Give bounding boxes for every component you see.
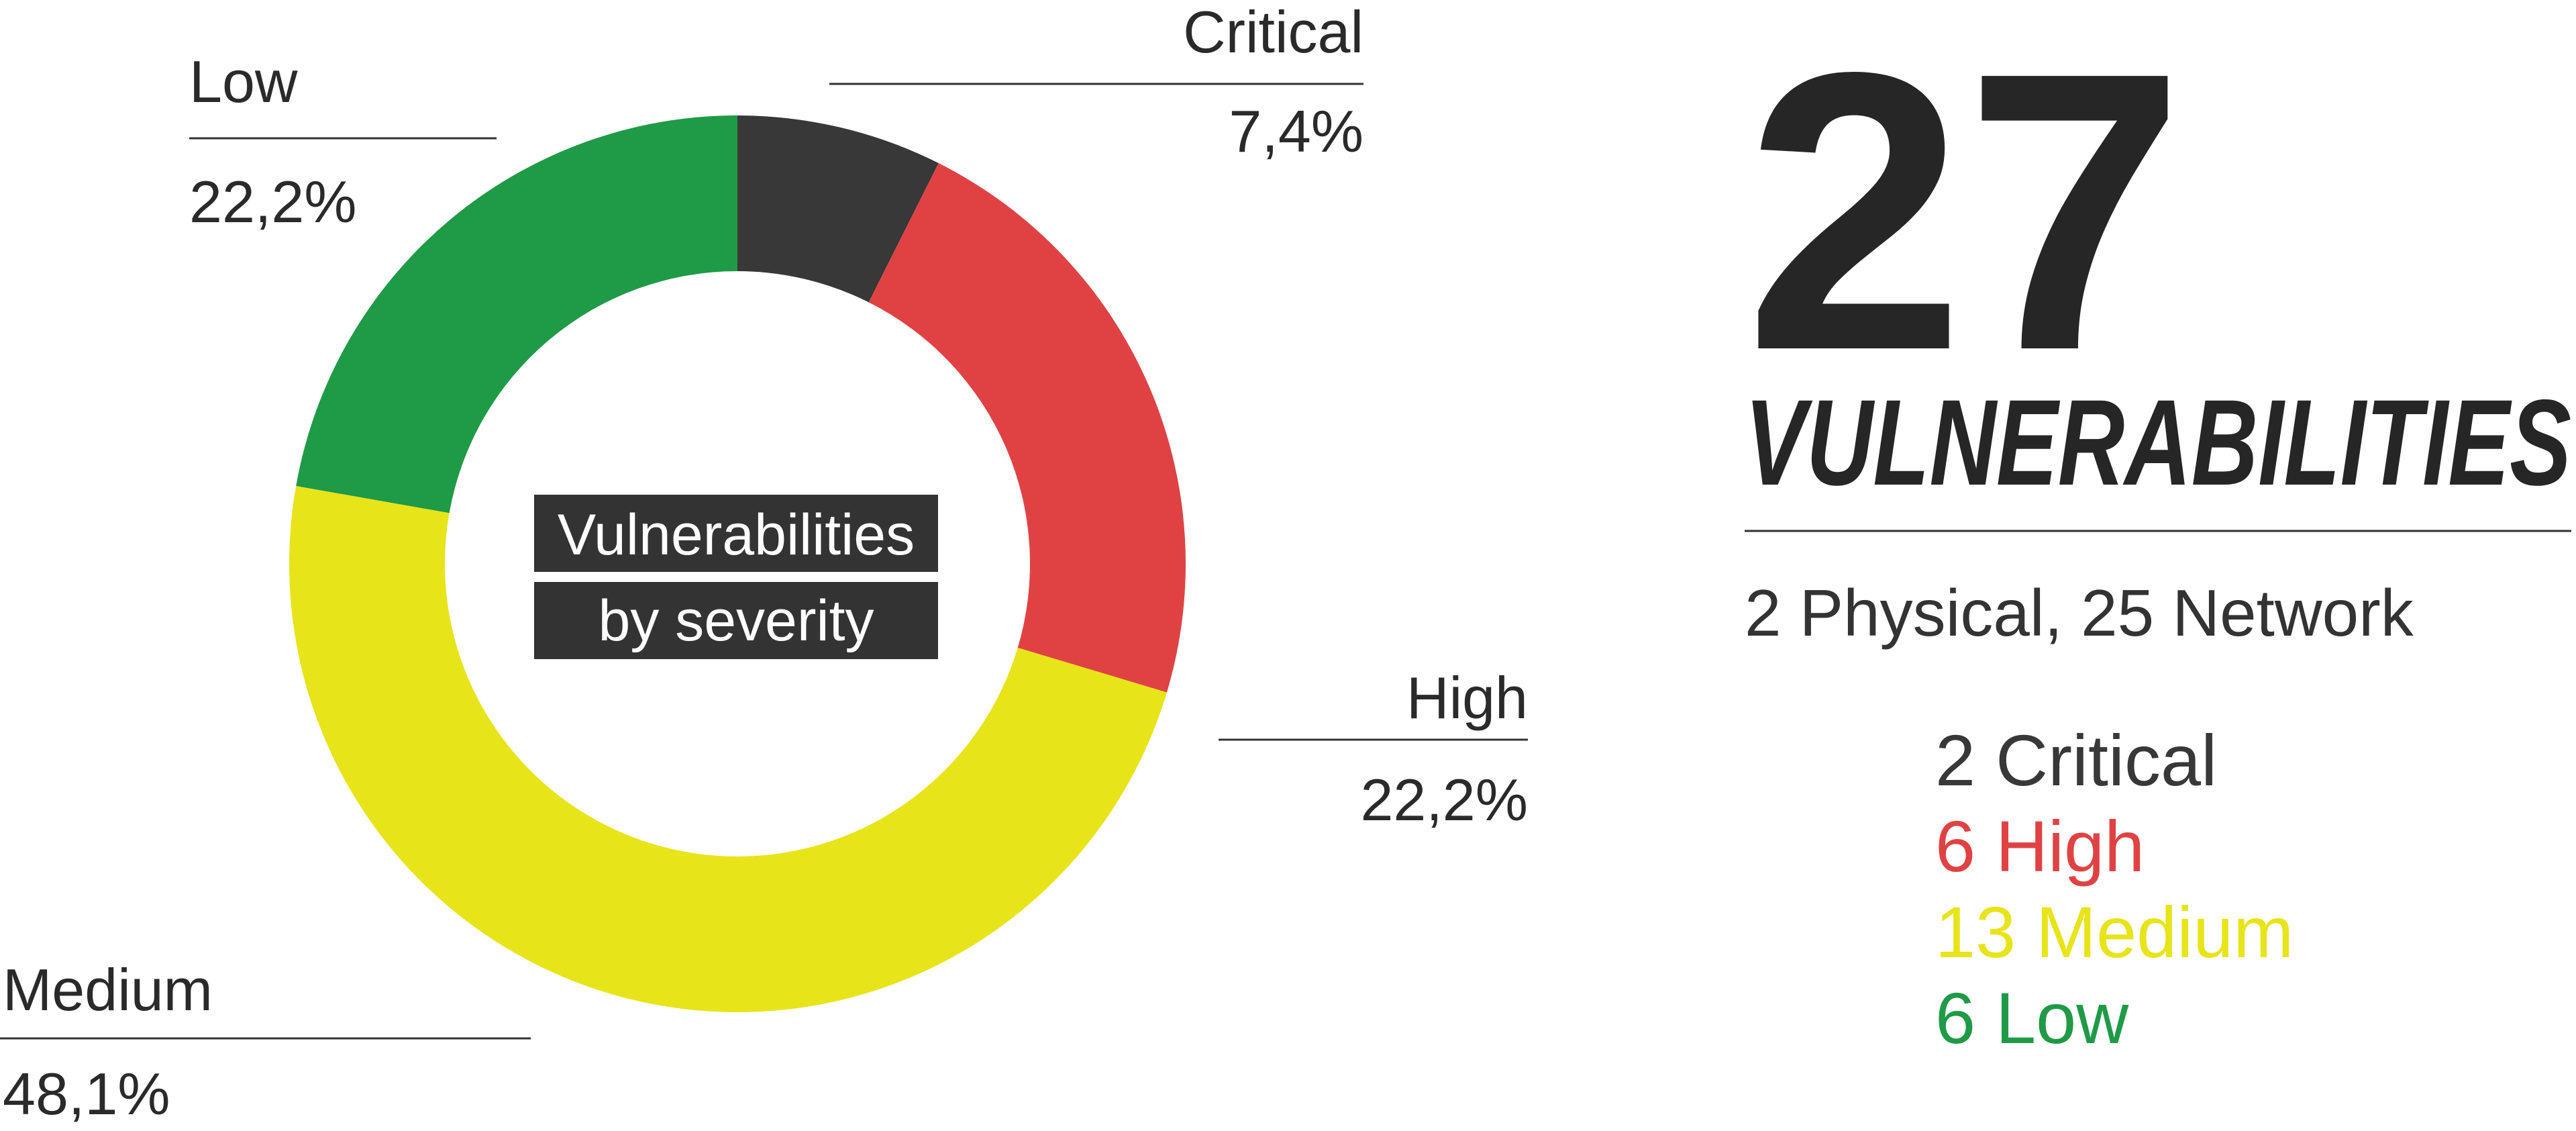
count-item: 13 Medium (1935, 891, 2294, 973)
count-item: 2 Critical (1935, 720, 2217, 801)
slice (296, 115, 737, 513)
center-label: by severity (598, 589, 874, 653)
slice-label: High (1406, 665, 1528, 731)
slice-label: Critical (1183, 0, 1363, 65)
center-label-box (534, 582, 938, 659)
slice-label: Medium (3, 956, 213, 1023)
slice-label: Low (189, 48, 298, 115)
center-label-box (534, 495, 938, 572)
value-label: 48,1% (3, 1061, 170, 1127)
breakdown: 2 Physical, 25 Network (1745, 576, 2414, 650)
value-label: 22,2% (1360, 767, 1528, 833)
total-count: 27 (1745, 0, 2185, 433)
count-item: 6 High (1935, 805, 2145, 887)
total-label: VULNERABILITIES (1745, 374, 2571, 511)
donut-chart (289, 115, 1186, 1013)
count-item: 6 Low (1935, 977, 2129, 1059)
slice (868, 163, 1186, 693)
slice (289, 486, 1167, 1013)
slice (737, 115, 939, 303)
value-label: 7,4% (1229, 98, 1363, 164)
center-label: Vulnerabilities (558, 503, 915, 567)
value-label: 22,2% (189, 168, 357, 235)
